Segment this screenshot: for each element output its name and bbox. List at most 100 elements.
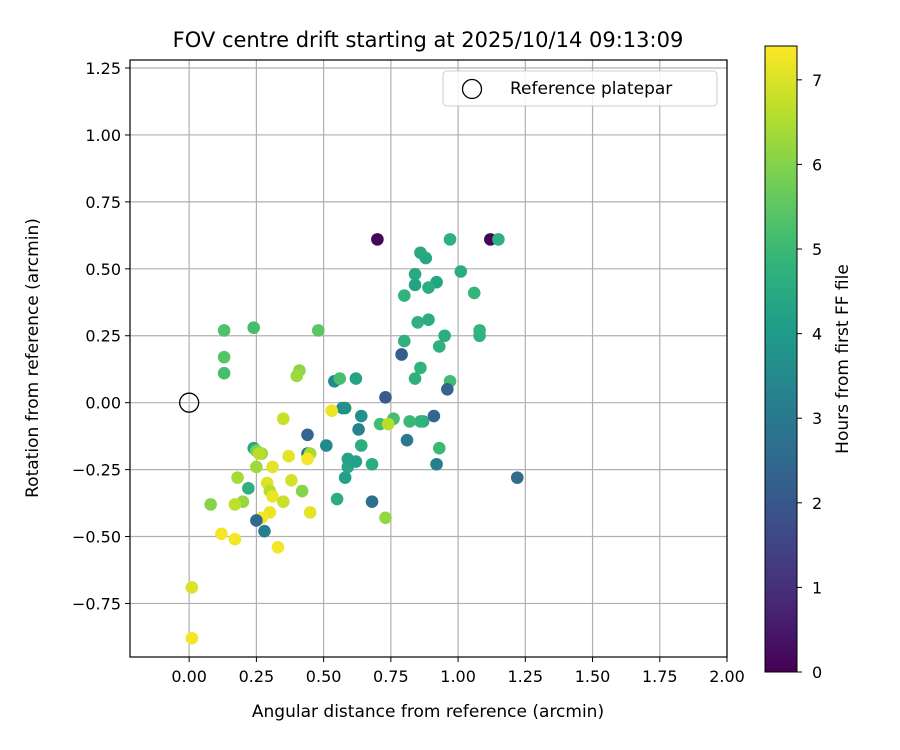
data-point [408,278,422,292]
data-point [217,366,231,380]
data-point [441,382,454,396]
data-point [285,474,298,487]
data-point [414,361,427,375]
data-point [432,441,446,455]
legend-reference-marker [461,78,483,100]
colorbar-tick-label: 5 [812,240,822,259]
legend-box [442,70,718,107]
data-point [266,490,279,503]
data-point [250,460,263,474]
data-point [422,281,435,294]
data-point [397,289,411,302]
data-points [185,233,524,645]
x-tick-label: 1.00 [440,667,476,686]
data-point [379,511,392,525]
data-point [311,324,325,337]
x-tick-label: 0.75 [373,667,409,686]
colorbar-tick-label: 3 [812,409,822,428]
data-point [185,581,199,594]
colorbar-tick-label: 4 [812,325,822,344]
data-point [333,372,347,385]
data-point [510,471,524,484]
colorbar [764,45,798,673]
data-point [301,428,314,442]
data-point [352,423,365,436]
colorbar-label: Hours from first FF file [833,264,853,454]
data-point [365,457,379,471]
data-point [467,286,481,300]
data-point [454,265,468,278]
y-tick-label: −0.75 [72,594,121,613]
data-point [250,514,263,527]
y-tick-label: −0.25 [72,461,121,480]
data-point [228,498,242,511]
legend-entry: Reference platepar [510,79,672,99]
data-point [276,495,290,509]
x-tick-label: 0.00 [171,667,207,686]
chart-title: FOV centre drift starting at 2025/10/14 … [173,28,684,52]
plot-frame [129,59,728,658]
data-point [271,540,285,554]
data-point [295,484,309,498]
data-point [349,455,363,468]
x-axis-ticks: 0.00 0.25 0.50 0.75 1.00 1.25 1.50 1.75 2.00 [171,657,745,686]
data-point [266,460,279,474]
y-tick-label: 0.75 [85,193,121,212]
data-point [411,316,425,329]
y-tick-label: 0.25 [85,327,121,346]
x-tick-label: 0.50 [306,667,342,686]
data-point [473,329,486,343]
data-point [400,433,414,447]
data-point [338,401,352,415]
colorbar-tick-label: 1 [812,578,822,597]
data-point [338,471,352,484]
data-point [414,415,427,428]
data-point [185,631,199,645]
data-point [215,527,228,541]
legend: Reference platepar [442,70,718,107]
y-tick-label: 1.25 [85,59,121,78]
y-tick-label: 0.50 [85,260,121,279]
x-axis-label: Angular distance from reference (arcmin) [252,702,604,722]
reference-marker-layer [179,392,200,413]
data-point [492,233,505,246]
y-tick-label: −0.50 [72,528,121,547]
x-tick-label: 2.00 [709,667,745,686]
colorbar-ticks: 0 1 2 3 4 5 6 7 [797,71,822,682]
data-point [432,340,446,353]
data-point [408,372,422,385]
x-tick-label: 1.75 [642,667,678,686]
reference-platepar-marker [179,392,200,413]
data-point [258,524,271,538]
data-point [330,492,344,506]
data-point [252,447,266,460]
data-point [242,482,255,495]
data-point [443,233,457,246]
data-point [430,457,443,471]
data-point [422,313,435,326]
y-tick-label: 0.00 [85,394,121,413]
data-point [217,350,231,364]
data-point [403,415,416,428]
data-point [408,267,422,281]
data-point [325,404,338,418]
y-axis-label: Rotation from reference (arcmin) [23,218,43,498]
data-point [354,409,368,423]
data-point [228,532,242,546]
data-point [427,409,441,423]
data-point [320,439,333,452]
data-point [247,321,261,335]
colorbar-tick-label: 6 [812,155,822,174]
y-tick-label: 1.00 [85,126,121,145]
data-point [217,324,231,337]
data-point [276,412,290,426]
data-point [379,391,392,404]
data-point [303,506,317,519]
data-point [231,471,244,484]
data-point [419,251,433,265]
colorbar-tick-label: 2 [812,494,822,513]
data-point [371,233,384,246]
data-point [381,417,395,431]
data-point [395,348,408,361]
